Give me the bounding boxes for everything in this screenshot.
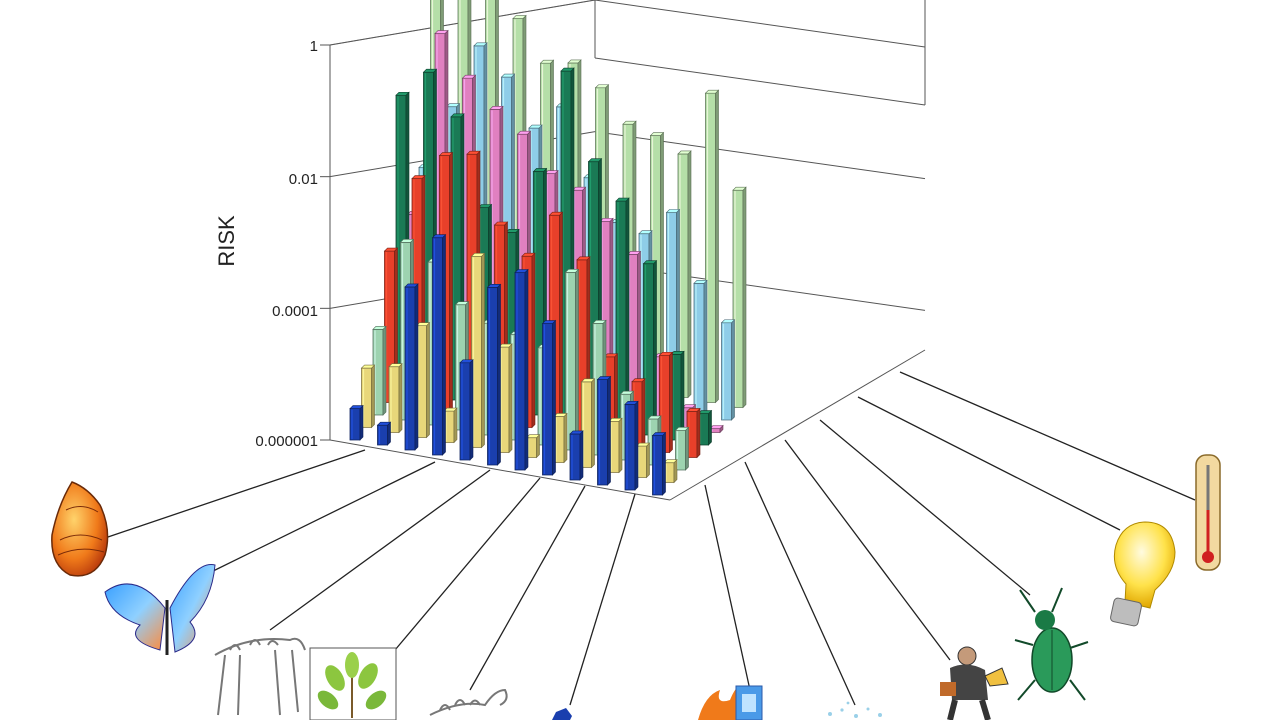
leader-line — [704, 484, 751, 691]
bar — [470, 252, 486, 449]
leader-line — [744, 461, 856, 706]
y-tick-label: 0.01 — [289, 171, 318, 188]
leader-line — [857, 396, 1121, 531]
bar — [663, 458, 678, 484]
leader-line — [899, 371, 1196, 501]
bar — [431, 233, 447, 456]
grid-line — [594, 131, 926, 180]
bar — [564, 268, 580, 451]
blue-figure-icon — [552, 708, 572, 720]
bar — [580, 378, 596, 469]
bar — [697, 409, 713, 446]
bar — [596, 375, 612, 486]
bar — [525, 433, 541, 459]
bar — [498, 343, 513, 454]
leader-line — [784, 439, 951, 661]
y-tick-label: 0.0001 — [272, 303, 318, 320]
bar — [388, 362, 403, 434]
horse-skeleton-icon — [429, 688, 508, 716]
bar — [349, 404, 364, 441]
butterfly-icon — [104, 564, 216, 655]
bar — [486, 283, 502, 466]
bar — [459, 359, 474, 461]
bar — [709, 424, 724, 434]
bars — [349, 0, 747, 496]
bar — [670, 350, 685, 441]
bar — [376, 421, 392, 446]
bar — [553, 412, 568, 464]
bar — [693, 279, 708, 416]
snow-icon — [828, 701, 882, 718]
bar — [704, 89, 720, 404]
animal-skeleton-icon — [214, 637, 306, 716]
leader-line — [104, 449, 366, 539]
thermometer-icon — [1195, 454, 1221, 571]
bar — [514, 268, 529, 471]
seashell-icon — [51, 481, 109, 577]
bar — [615, 197, 630, 431]
fire-icon — [698, 685, 763, 720]
bar — [732, 186, 747, 409]
leader-lines — [104, 371, 1196, 706]
bar — [541, 319, 557, 476]
bar — [674, 426, 690, 471]
bar — [360, 364, 376, 429]
leader-line — [394, 477, 541, 651]
beetle-icon — [1014, 587, 1089, 701]
bar — [372, 325, 387, 416]
bar — [626, 250, 642, 419]
leader-line — [819, 419, 1031, 596]
bar — [624, 400, 639, 491]
bar — [720, 319, 736, 421]
y-tick-labels: 1 0.01 0.0001 0.000001 — [255, 38, 318, 450]
bar — [651, 431, 667, 496]
leader-line — [569, 493, 636, 706]
y-tick-label: 0.000001 — [255, 433, 318, 450]
bar — [608, 417, 623, 474]
y-axis-label: RISK — [214, 215, 239, 267]
bar — [404, 283, 419, 451]
grid-line — [594, 0, 926, 48]
bar — [635, 442, 651, 479]
leader-line — [204, 461, 436, 576]
light-bulb-icon — [1110, 521, 1176, 627]
leader-line — [269, 469, 491, 631]
bar — [415, 321, 431, 439]
bar — [686, 407, 701, 459]
plant-icon — [309, 647, 397, 720]
bar — [443, 407, 458, 444]
y-tick-label: 1 — [310, 38, 318, 55]
leader-line — [469, 485, 586, 691]
person-with-megaphone-icon — [940, 646, 1009, 720]
bar — [569, 430, 584, 481]
bar — [642, 259, 658, 436]
bar — [658, 351, 674, 454]
